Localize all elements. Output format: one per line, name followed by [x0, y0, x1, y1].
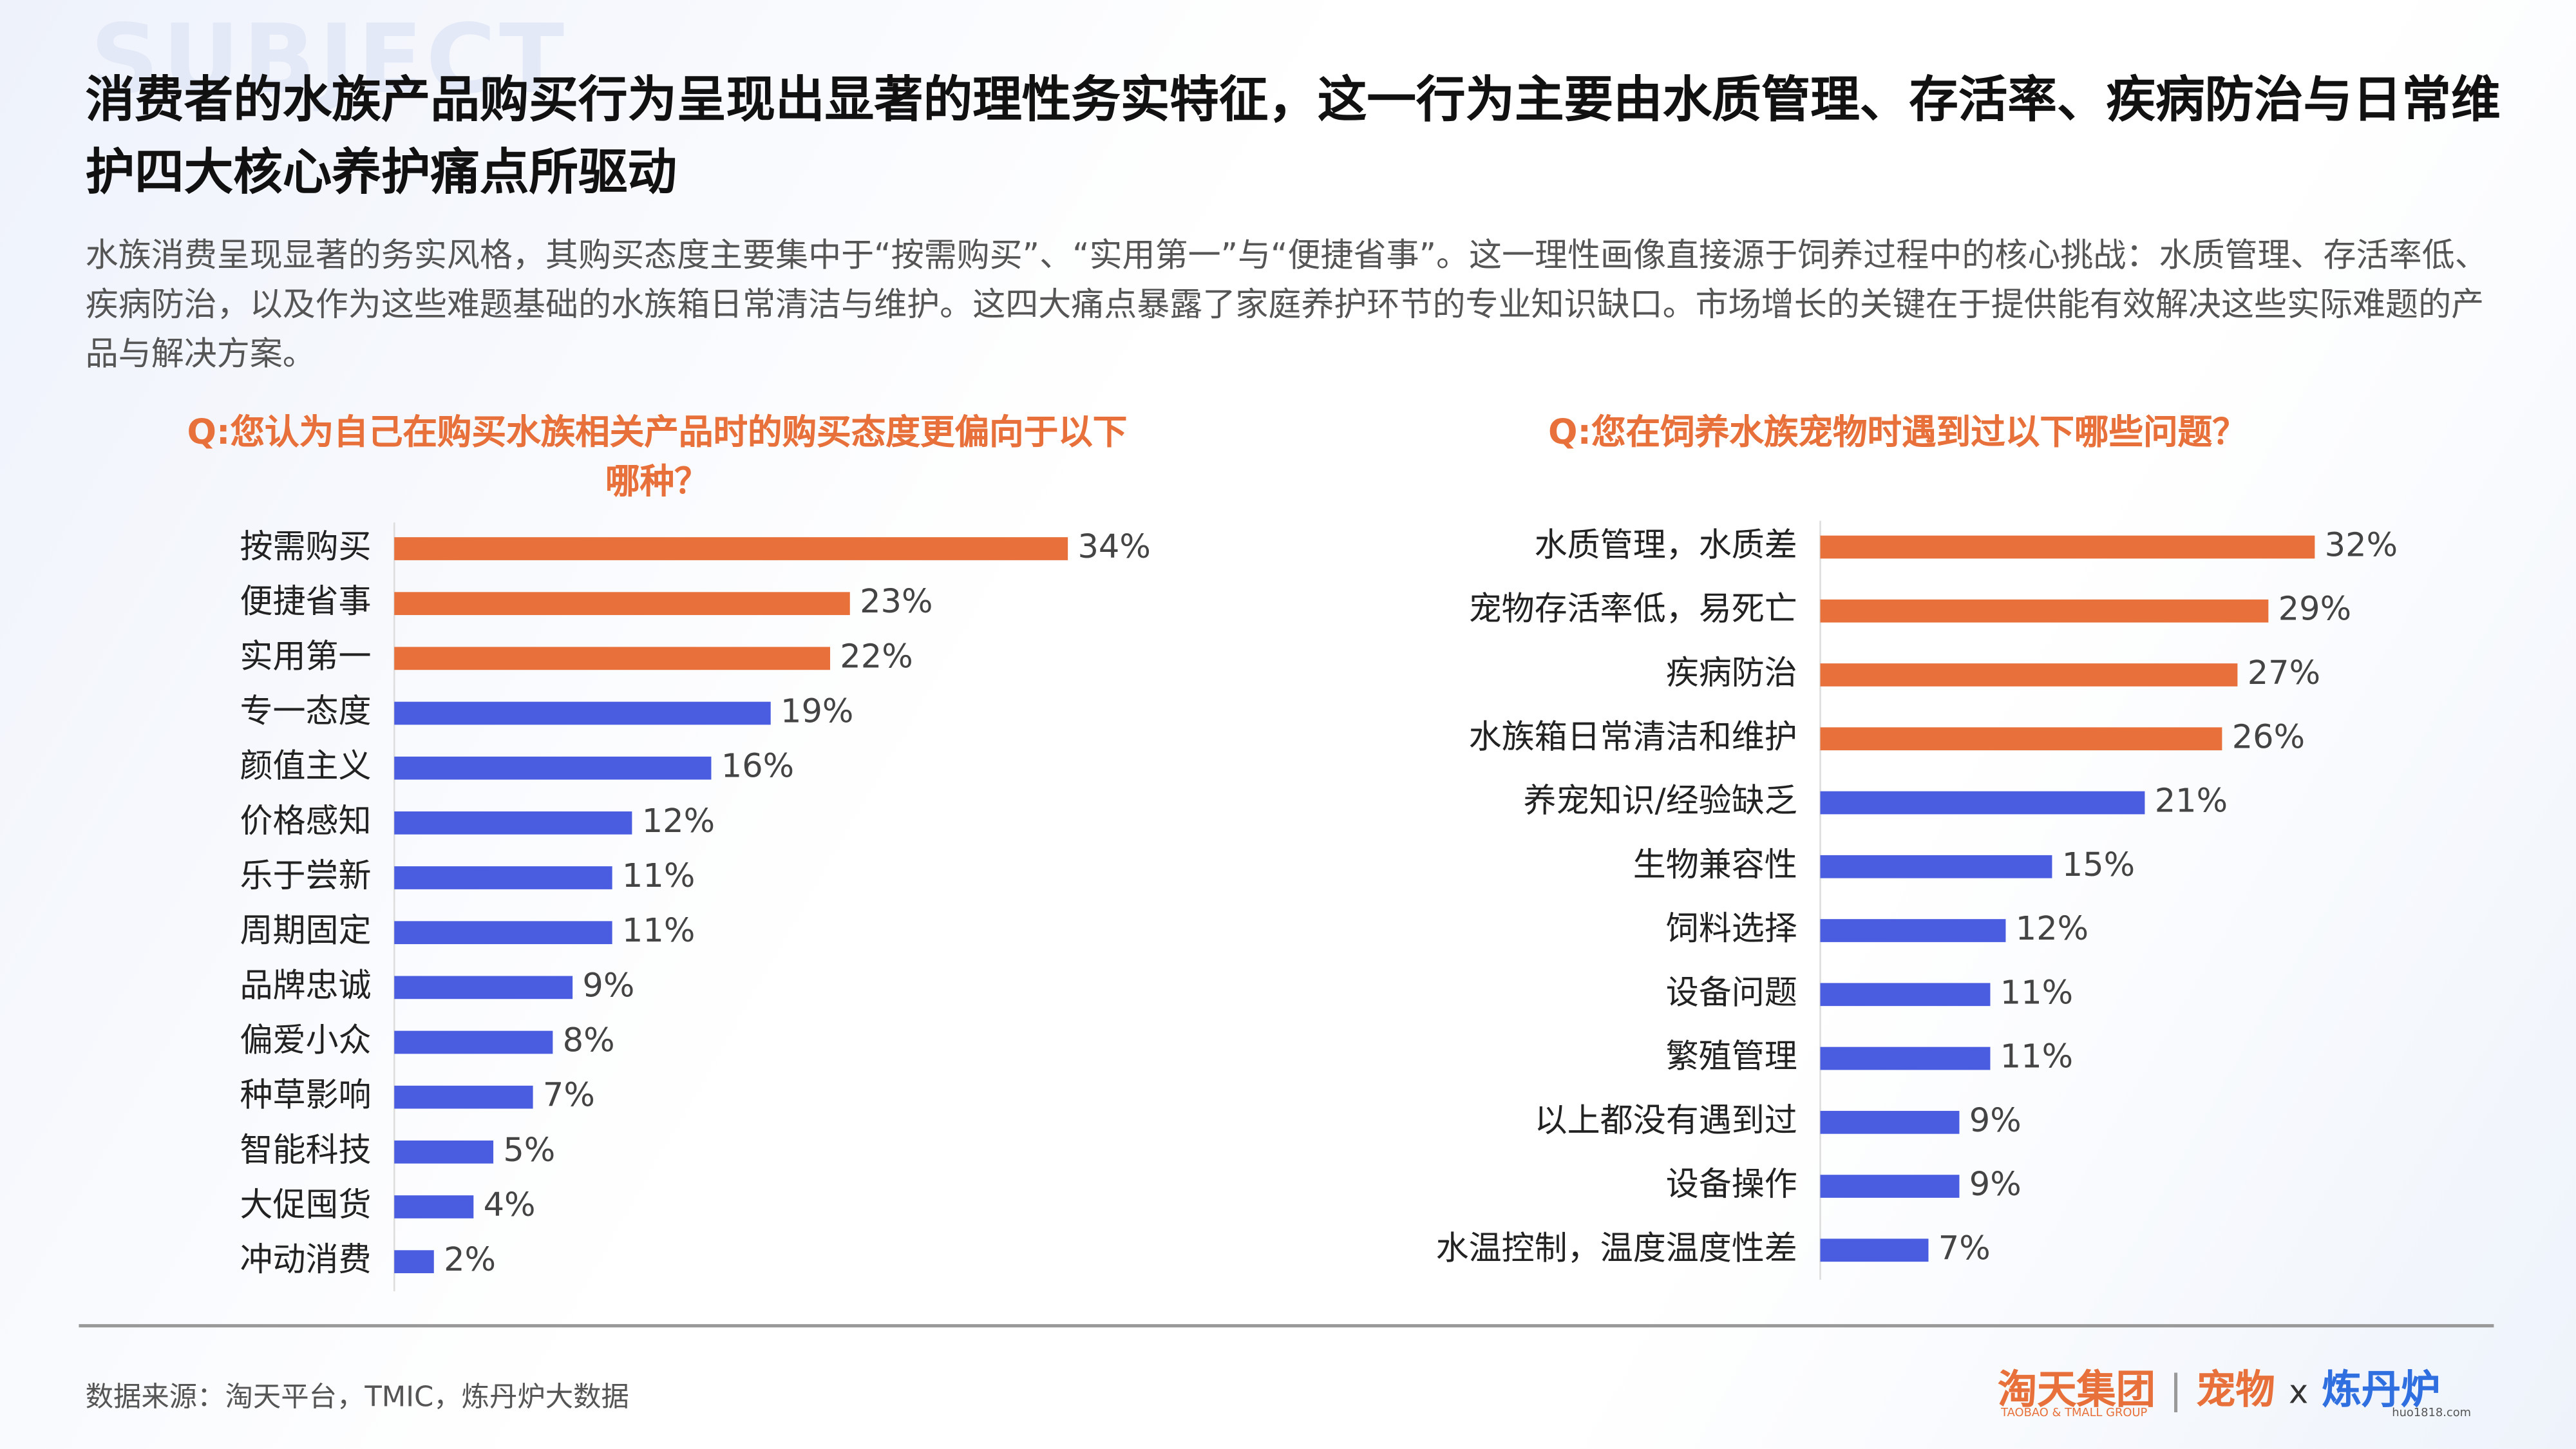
- watermark: SUBJECT: [90, 3, 568, 115]
- category-label: 疾病防治: [1666, 654, 1797, 692]
- category-label: 宠物存活率低，易死亡: [1469, 591, 1797, 629]
- category-label: 周期固定: [240, 912, 371, 950]
- bar: [394, 976, 573, 999]
- value-label: 29%: [2278, 591, 2351, 629]
- category-label: 水温控制，温度温度性差: [1436, 1229, 1797, 1267]
- category-label: 生物兼容性: [1633, 846, 1797, 884]
- category-label: 智能科技: [240, 1132, 371, 1170]
- bar: [394, 756, 712, 780]
- value-label: 4%: [484, 1186, 536, 1224]
- value-label: 11%: [2000, 1038, 2073, 1076]
- bar: [1820, 727, 2222, 751]
- bar: [394, 647, 831, 670]
- logo-x: x: [2288, 1372, 2309, 1412]
- category-label: 设备问题: [1666, 974, 1797, 1012]
- value-label: 11%: [622, 857, 695, 895]
- category-label: 按需购买: [240, 528, 371, 566]
- value-label: 12%: [642, 802, 715, 840]
- category-label: 偏爱小众: [240, 1022, 371, 1060]
- bar: [1820, 663, 2238, 687]
- category-label: 品牌忠诚: [240, 967, 371, 1005]
- bar: [394, 811, 632, 835]
- bar: [394, 1250, 434, 1274]
- bar: [394, 1030, 553, 1054]
- logo: 淘天集团: [1998, 1367, 2155, 1413]
- value-label: 5%: [503, 1132, 555, 1170]
- value-label: 22%: [840, 638, 913, 676]
- source: 数据来源：淘天平台，TMIC，炼丹炉大数据: [85, 1381, 629, 1415]
- category-label: 以上都没有遇到过: [1535, 1102, 1797, 1140]
- value-label: 7%: [1938, 1229, 1991, 1267]
- bar: [1820, 983, 1991, 1007]
- bar: [394, 866, 612, 889]
- bar: [394, 1195, 474, 1218]
- category-label: 颜值主义: [240, 748, 371, 786]
- category-label: 种草影响: [240, 1077, 371, 1115]
- bar: [394, 1140, 494, 1164]
- logos: 淘天集团 | 宠物 x 炼丹炉 TAOBAO & TMALL GROUP huo…: [1998, 1367, 2472, 1420]
- value-label: 8%: [563, 1022, 615, 1060]
- value-label: 7%: [543, 1077, 595, 1115]
- bar: [1820, 919, 2006, 942]
- bar: [1820, 1175, 1960, 1198]
- bar: [394, 537, 1068, 560]
- bar: [394, 592, 850, 616]
- category-label: 乐于尝新: [240, 857, 371, 895]
- category-label: 饲料选择: [1666, 910, 1797, 948]
- bar: [1820, 1110, 1960, 1134]
- value-label: 27%: [2248, 654, 2320, 692]
- bar: [1820, 791, 2145, 815]
- value-label: 23%: [860, 583, 933, 621]
- value-label: 16%: [721, 748, 794, 786]
- value-label: 9%: [1969, 1166, 2022, 1204]
- value-label: 2%: [444, 1241, 496, 1279]
- category-label: 便捷省事: [240, 583, 371, 621]
- value-label: 15%: [2062, 846, 2135, 884]
- category-label: 水族箱日常清洁和维护: [1469, 718, 1797, 756]
- category-label: 水质管理，水质差: [1535, 526, 1797, 564]
- category-label: 冲动消费: [240, 1241, 371, 1279]
- value-label: 11%: [2000, 974, 2073, 1012]
- subtitle: 水族消费呈现显著的务实风格，其购买态度主要集中于“按需购买”、“实用第一”与“便…: [85, 234, 2488, 374]
- value-label: 11%: [622, 912, 695, 950]
- category-label: 大促囤货: [240, 1186, 371, 1224]
- category-label: 养宠知识/经验缺乏: [1523, 782, 1797, 820]
- value-label: 19%: [781, 693, 853, 731]
- value-label: 26%: [2232, 718, 2305, 756]
- logo-sub: TAOBAO & TMALL GROUP: [2001, 1406, 2148, 1420]
- bar: [394, 921, 612, 945]
- title: 消费者的水族产品购买行为呈现出显著的理性务实特征，这一行为主要由水质管理、存活率…: [85, 72, 2501, 202]
- value-label: 32%: [2325, 526, 2398, 564]
- value-label: 12%: [2016, 910, 2088, 948]
- bar: [1820, 599, 2269, 623]
- bar: [1820, 1238, 1929, 1262]
- value-label: 9%: [1969, 1102, 2022, 1140]
- value-label: 21%: [2155, 782, 2228, 820]
- category-label: 实用第一: [240, 638, 371, 676]
- logo: 炼丹炉: [2322, 1367, 2441, 1413]
- value-label: 9%: [582, 967, 634, 1005]
- category-label: 设备操作: [1666, 1166, 1797, 1204]
- divider: [79, 1324, 2494, 1328]
- bar: [1820, 535, 2315, 559]
- bar: [394, 1085, 533, 1109]
- logo: 宠物: [2196, 1367, 2275, 1413]
- category-label: 价格感知: [240, 802, 371, 840]
- chart-title: Q:您认为自己在购买水族相关产品时的购买态度更偏向于以下哪种？: [187, 412, 1128, 502]
- logo-sub: huo1818.com: [2392, 1406, 2472, 1420]
- category-label: 繁殖管理: [1666, 1038, 1797, 1076]
- category-label: 专一态度: [240, 693, 371, 731]
- bar: [394, 701, 771, 725]
- bar: [1820, 855, 2052, 878]
- value-label: 34%: [1077, 528, 1150, 566]
- chart-title: Q:您在饲养水族宠物时遇到过以下哪些问题？: [1548, 412, 2247, 452]
- bar: [1820, 1046, 1991, 1070]
